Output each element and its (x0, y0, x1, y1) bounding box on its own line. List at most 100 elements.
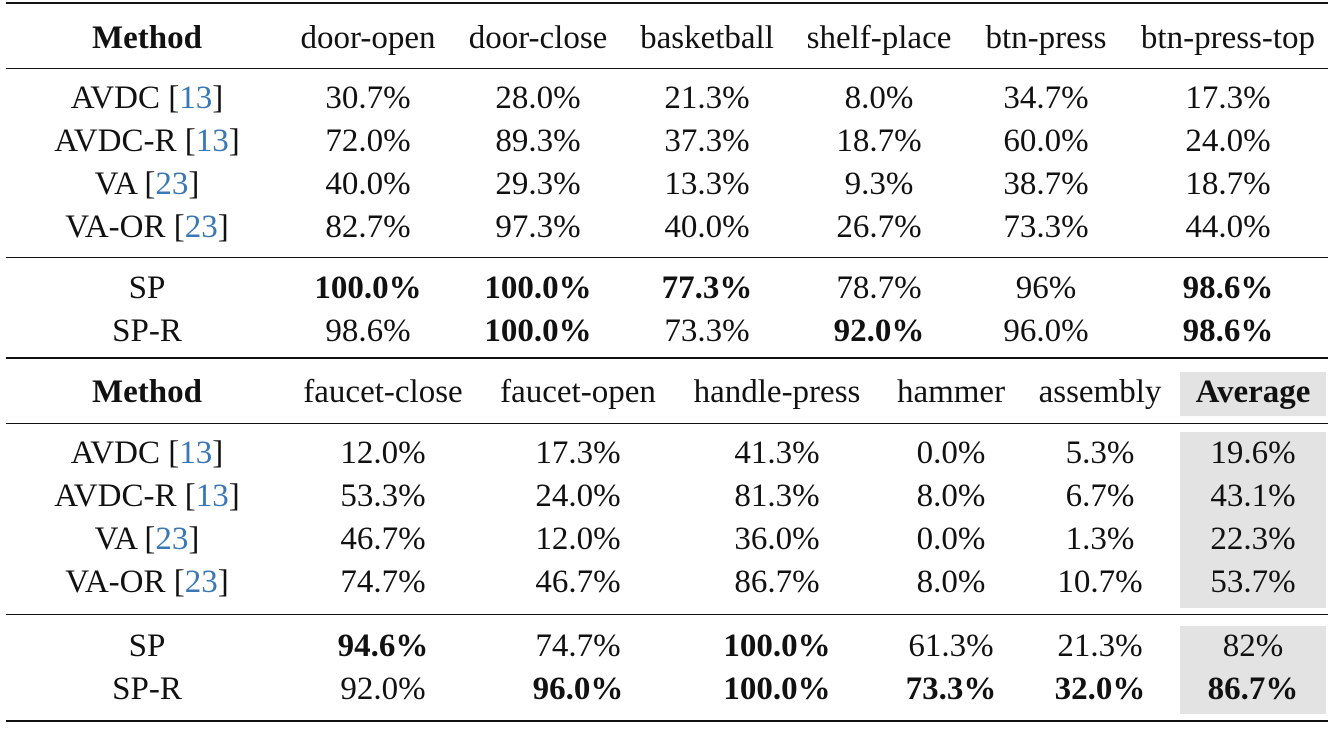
table-row: AVDC-R [13] 72.0% 89.3% 37.3% 18.7% 60.0% 24.0… (0, 119, 1339, 163)
citation-link[interactable]: 13 (195, 123, 229, 159)
value-cell: 46.7% (340, 521, 426, 557)
value-cell: 81.3% (734, 478, 820, 514)
table-1-rule (6, 257, 1328, 258)
method-name: VA-OR [23] (65, 564, 229, 600)
method-name: SP-R (47, 309, 247, 353)
value-cell: 61.3% (908, 628, 994, 664)
value-cell: 74.7% (535, 628, 621, 664)
value-cell: 82% (1222, 628, 1284, 664)
value-cell: 0.0% (916, 435, 986, 471)
value-cell: 96% (1015, 270, 1077, 306)
method-label: AVDC-R (54, 123, 177, 159)
value-cell: 78.7% (836, 270, 922, 306)
value-cell: 34.7% (1003, 80, 1089, 116)
table-2-rule (6, 423, 1328, 424)
value-cell: 0.0% (916, 521, 986, 557)
value-cell: 73.3% (664, 313, 750, 349)
value-cell: 6.7% (1065, 478, 1135, 514)
value-cell: 44.0% (1185, 209, 1271, 245)
citation-link[interactable]: 23 (184, 564, 218, 600)
method-name: AVDC [13] (70, 80, 224, 116)
table-row: SP 100.0% 100.0% 77.3% 78.7% 96% 98.6% (0, 266, 1339, 310)
value-cell: 60.0% (1003, 123, 1089, 159)
citation-link[interactable]: 13 (179, 80, 213, 116)
value-cell: 100.0% (723, 671, 831, 707)
column-header: shelf-place (806, 20, 952, 56)
column-header: door-open (300, 20, 436, 56)
value-cell: 22.3% (1210, 521, 1296, 557)
value-cell: 8.0% (916, 564, 986, 600)
value-cell: 36.0% (734, 521, 820, 557)
value-cell: 24.0% (1185, 123, 1271, 159)
value-cell: 40.0% (325, 166, 411, 202)
value-cell: 53.3% (340, 478, 426, 514)
value-cell: 18.7% (836, 123, 922, 159)
value-cell: 73.3% (905, 671, 997, 707)
average-body-shade (1180, 432, 1326, 608)
value-cell: 74.7% (340, 564, 426, 600)
value-cell: 21.3% (1057, 628, 1143, 664)
table-row: VA-OR [23] 82.7% 97.3% 40.0% 26.7% 73.3% 44.0% (0, 205, 1339, 249)
column-header: hammer (896, 374, 1006, 410)
citation-link[interactable]: 13 (195, 478, 229, 514)
value-cell: 8.0% (844, 80, 914, 116)
value-cell: 98.6% (1182, 313, 1274, 349)
value-cell: 9.3% (844, 166, 914, 202)
method-label: VA-OR (65, 209, 166, 245)
table-1-header-row: Method door-open door-close basketball shelf… (0, 16, 1339, 60)
value-cell: 21.3% (664, 80, 750, 116)
value-cell: 86.7% (734, 564, 820, 600)
value-cell: 92.0% (833, 313, 925, 349)
method-name: VA [23] (94, 521, 200, 557)
citation-link[interactable]: 23 (184, 209, 218, 245)
value-cell: 98.6% (325, 313, 411, 349)
table-row: AVDC [13] 30.7% 28.0% 21.3% 8.0% 34.7% 17.3% (0, 76, 1339, 120)
value-cell: 82.7% (325, 209, 411, 245)
citation-link[interactable]: 23 (155, 166, 189, 202)
method-label: SP (128, 270, 166, 306)
value-cell: 18.7% (1185, 166, 1271, 202)
value-cell: 46.7% (535, 564, 621, 600)
column-header: faucet-open (500, 374, 656, 410)
value-cell: 12.0% (340, 435, 426, 471)
method-label: AVDC (70, 435, 160, 471)
column-header: faucet-close (303, 374, 463, 410)
table-row: AVDC [13] 12.0% 17.3% 41.3% 0.0% 5.3% 19.6% (0, 431, 1339, 475)
column-header: btn-press (985, 20, 1107, 56)
method-label: VA (94, 166, 137, 202)
citation-link[interactable]: 13 (179, 435, 213, 471)
value-cell: 94.6% (337, 628, 429, 664)
value-cell: 96.0% (532, 671, 624, 707)
value-cell: 77.3% (661, 270, 753, 306)
method-label: AVDC-R (54, 478, 177, 514)
method-label: VA-OR (65, 564, 166, 600)
table-1-rule (6, 2, 1328, 4)
value-cell: 100.0% (723, 628, 831, 664)
table-row: SP-R 92.0% 96.0% 100.0% 73.3% 32.0% 86.7% (0, 667, 1339, 711)
column-header: door-close (468, 20, 608, 56)
column-header: assembly (1038, 374, 1162, 410)
value-cell: 100.0% (314, 270, 422, 306)
table-row: VA [23] 40.0% 29.3% 13.3% 9.3% 38.7% 18.7% (0, 162, 1339, 206)
average-ours-shade (1180, 626, 1326, 714)
value-cell: 41.3% (734, 435, 820, 471)
value-cell: 89.3% (495, 123, 581, 159)
value-cell: 53.7% (1210, 564, 1296, 600)
table-row: AVDC-R [13] 53.3% 24.0% 81.3% 8.0% 6.7% 43.1% (0, 474, 1339, 518)
value-cell: 98.6% (1182, 270, 1274, 306)
column-header: basketball (640, 20, 774, 56)
method-name: AVDC-R [13] (54, 478, 240, 514)
table-2-rule (6, 720, 1328, 722)
method-label: AVDC (70, 80, 160, 116)
value-cell: 96.0% (1003, 313, 1089, 349)
citation-link[interactable]: 23 (155, 521, 189, 557)
method-label: SP-R (112, 671, 182, 707)
table-2-header-row: Method faucet-close faucet-open handle-pres… (0, 370, 1339, 414)
column-header: Average (1195, 374, 1311, 410)
value-cell: 19.6% (1210, 435, 1296, 471)
value-cell: 100.0% (484, 313, 592, 349)
value-cell: 1.3% (1065, 521, 1135, 557)
method-name: SP (47, 624, 247, 668)
table-row: VA-OR [23] 74.7% 46.7% 86.7% 8.0% 10.7% 53.7% (0, 560, 1339, 604)
value-cell: 38.7% (1003, 166, 1089, 202)
